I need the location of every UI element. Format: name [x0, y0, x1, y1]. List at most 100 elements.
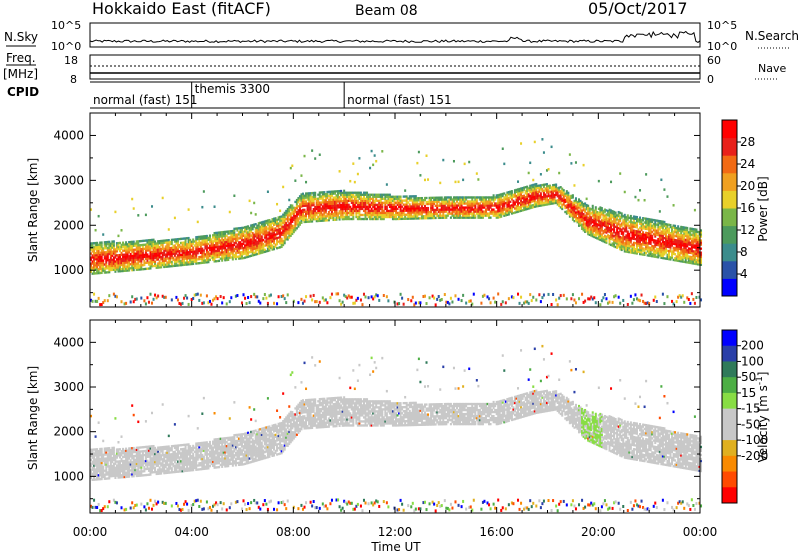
- power-cell: [248, 255, 251, 258]
- power-cell: [642, 217, 645, 220]
- power-cell: [295, 221, 298, 224]
- power-cell: [373, 211, 376, 215]
- power-cell: [350, 207, 353, 211]
- power-cell: [362, 191, 365, 194]
- power-cell: [167, 263, 170, 266]
- power-cell: [605, 223, 608, 226]
- power-cell: [314, 197, 317, 201]
- power-cell: [111, 252, 114, 255]
- power-cell: [283, 221, 286, 225]
- power-cell: [91, 248, 94, 251]
- power-cell: [550, 186, 553, 189]
- power-cell: [584, 228, 587, 232]
- power-cell: [137, 250, 140, 253]
- power-cell: [629, 239, 632, 242]
- power-cell: [224, 240, 227, 244]
- power-cell: [401, 217, 404, 221]
- power-cell: [230, 256, 233, 259]
- power-cell: [454, 208, 457, 211]
- power-cell: [420, 217, 423, 220]
- power-cell: [151, 250, 154, 254]
- power-cell: [523, 198, 526, 201]
- power-cell: [301, 196, 304, 199]
- power-cell: [129, 244, 132, 248]
- power-cell: [266, 249, 269, 253]
- power-cell: [520, 199, 523, 202]
- power-cell: [166, 251, 169, 254]
- power-cell: [440, 208, 443, 211]
- power-cell: [571, 218, 574, 221]
- power-cell: [674, 230, 677, 234]
- power-cell: [617, 210, 620, 214]
- power-cell: [303, 214, 306, 218]
- power-cell: [373, 213, 376, 217]
- power-cell: [518, 201, 521, 205]
- power-cell: [353, 205, 356, 209]
- power-cell: [251, 223, 254, 227]
- power-cell: [613, 295, 616, 299]
- power-cell: [273, 235, 276, 239]
- power-cell: [570, 162, 573, 165]
- power-cell: [102, 259, 105, 262]
- power-cell: [622, 298, 625, 302]
- power-cell: [527, 205, 530, 208]
- power-cell: [617, 223, 620, 226]
- power-cell: [571, 293, 574, 297]
- power-cell: [338, 210, 341, 213]
- power-cell: [518, 195, 521, 199]
- power-cell: [671, 228, 674, 231]
- power-cell: [373, 203, 376, 207]
- power-cell: [410, 197, 413, 200]
- power-cell: [146, 255, 149, 258]
- power-cell: [311, 200, 314, 203]
- power-cell: [321, 215, 324, 218]
- power-cell: [131, 264, 134, 268]
- power-cell: [166, 261, 169, 264]
- power-cell: [227, 238, 230, 241]
- power-cell: [138, 246, 141, 249]
- power-cell: [373, 195, 376, 198]
- power-cell: [202, 241, 205, 244]
- power-cell: [629, 237, 632, 240]
- power-cell: [236, 227, 239, 230]
- power-cell: [289, 204, 292, 207]
- power-cell: [437, 204, 440, 207]
- power-cell: [635, 240, 638, 243]
- power-cell: [289, 224, 292, 227]
- power-cell: [179, 259, 182, 263]
- power-cell: [527, 171, 530, 175]
- power-cell: [417, 150, 420, 154]
- power-cell: [606, 218, 609, 221]
- cpid-segment-label: themis 3300: [195, 82, 270, 96]
- power-cell: [289, 230, 292, 233]
- power-cell: [527, 195, 530, 198]
- power-cell: [369, 193, 372, 196]
- power-cell: [671, 236, 674, 239]
- power-cell: [178, 250, 181, 253]
- power-cell: [366, 199, 369, 202]
- power-cell: [587, 218, 590, 222]
- power-cell: [379, 213, 382, 217]
- power-cell: [405, 199, 408, 202]
- power-cell: [175, 242, 178, 245]
- power-cell: [237, 241, 240, 244]
- power-cell: [672, 226, 675, 229]
- power-cell: [459, 204, 462, 207]
- power-cell: [140, 258, 143, 261]
- power-cell: [175, 252, 178, 255]
- power-cell: [632, 215, 635, 218]
- power-cell: [245, 237, 248, 241]
- power-cell: [344, 191, 347, 194]
- power-cell: [337, 204, 340, 207]
- power-cell: [216, 243, 219, 247]
- power-cell: [605, 297, 608, 301]
- power-cell: [248, 240, 251, 244]
- power-cell: [207, 254, 210, 258]
- power-cell: [93, 242, 96, 245]
- power-cell: [179, 261, 182, 265]
- power-cell: [205, 294, 208, 298]
- power-cell: [93, 260, 96, 263]
- power-cell: [240, 228, 243, 232]
- power-cell: [431, 200, 434, 204]
- power-cell: [324, 209, 327, 212]
